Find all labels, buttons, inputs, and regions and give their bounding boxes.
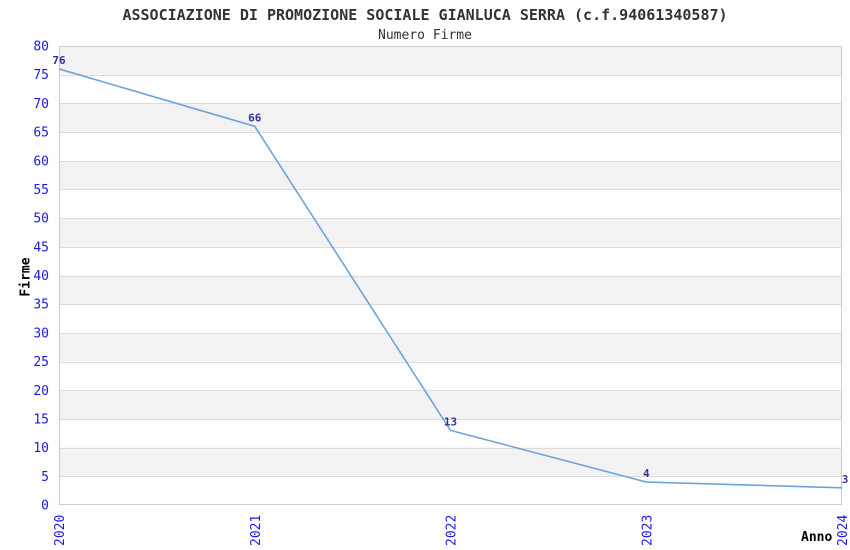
- plot-bands: [59, 46, 842, 477]
- y-tick-label: 0: [41, 499, 49, 514]
- chart-subtitle: Numero Firme: [378, 28, 472, 43]
- x-tick-label: 2022: [445, 515, 460, 546]
- band-stripe: [59, 218, 842, 247]
- data-label: 3: [842, 473, 849, 486]
- y-tick-label: 15: [33, 412, 49, 427]
- y-tick-label: 65: [33, 126, 49, 141]
- y-tick-label: 25: [33, 355, 49, 370]
- x-tick-labels: 2020 2021 2022 2023 2024: [53, 515, 850, 546]
- data-label: 13: [444, 415, 457, 428]
- band-stripe: [59, 275, 842, 305]
- y-tick-label: 80: [33, 40, 49, 55]
- x-tick-label: 2021: [249, 515, 264, 546]
- band-stripe: [59, 46, 842, 75]
- y-tick-label: 20: [33, 384, 49, 399]
- x-tick-label: 2020: [53, 515, 68, 546]
- y-tick-label: 45: [33, 240, 49, 255]
- data-label: 76: [52, 54, 66, 67]
- gridlines: [59, 75, 842, 477]
- y-tick-label: 40: [33, 269, 49, 284]
- band-stripe: [59, 390, 842, 419]
- data-label: 66: [248, 111, 262, 124]
- data-label: 4: [643, 467, 650, 480]
- band-stripe: [59, 332, 842, 362]
- chart-title: ASSOCIAZIONE DI PROMOZIONE SOCIALE GIANL…: [122, 6, 728, 24]
- y-tick-label: 5: [41, 470, 49, 485]
- y-tick-label: 10: [33, 441, 49, 456]
- y-tick-label: 75: [33, 68, 49, 83]
- band-stripe: [59, 160, 842, 190]
- y-tick-label: 35: [33, 298, 49, 313]
- band-stripe: [59, 103, 842, 133]
- data-line: [58, 68, 843, 489]
- y-tick-label: 70: [33, 97, 49, 112]
- plot-border: [59, 46, 842, 505]
- band-stripe: [59, 447, 842, 477]
- y-tick-label: 55: [33, 183, 49, 198]
- y-tick-label: 60: [33, 154, 49, 169]
- y-tick-label: 50: [33, 212, 49, 227]
- y-tick-label: 30: [33, 326, 49, 341]
- x-tick-label: 2023: [640, 515, 655, 546]
- x-tick-label: 2024: [836, 515, 850, 546]
- data-labels: 76 66 13 4 3: [52, 54, 848, 486]
- x-axis-title: Anno: [801, 530, 833, 545]
